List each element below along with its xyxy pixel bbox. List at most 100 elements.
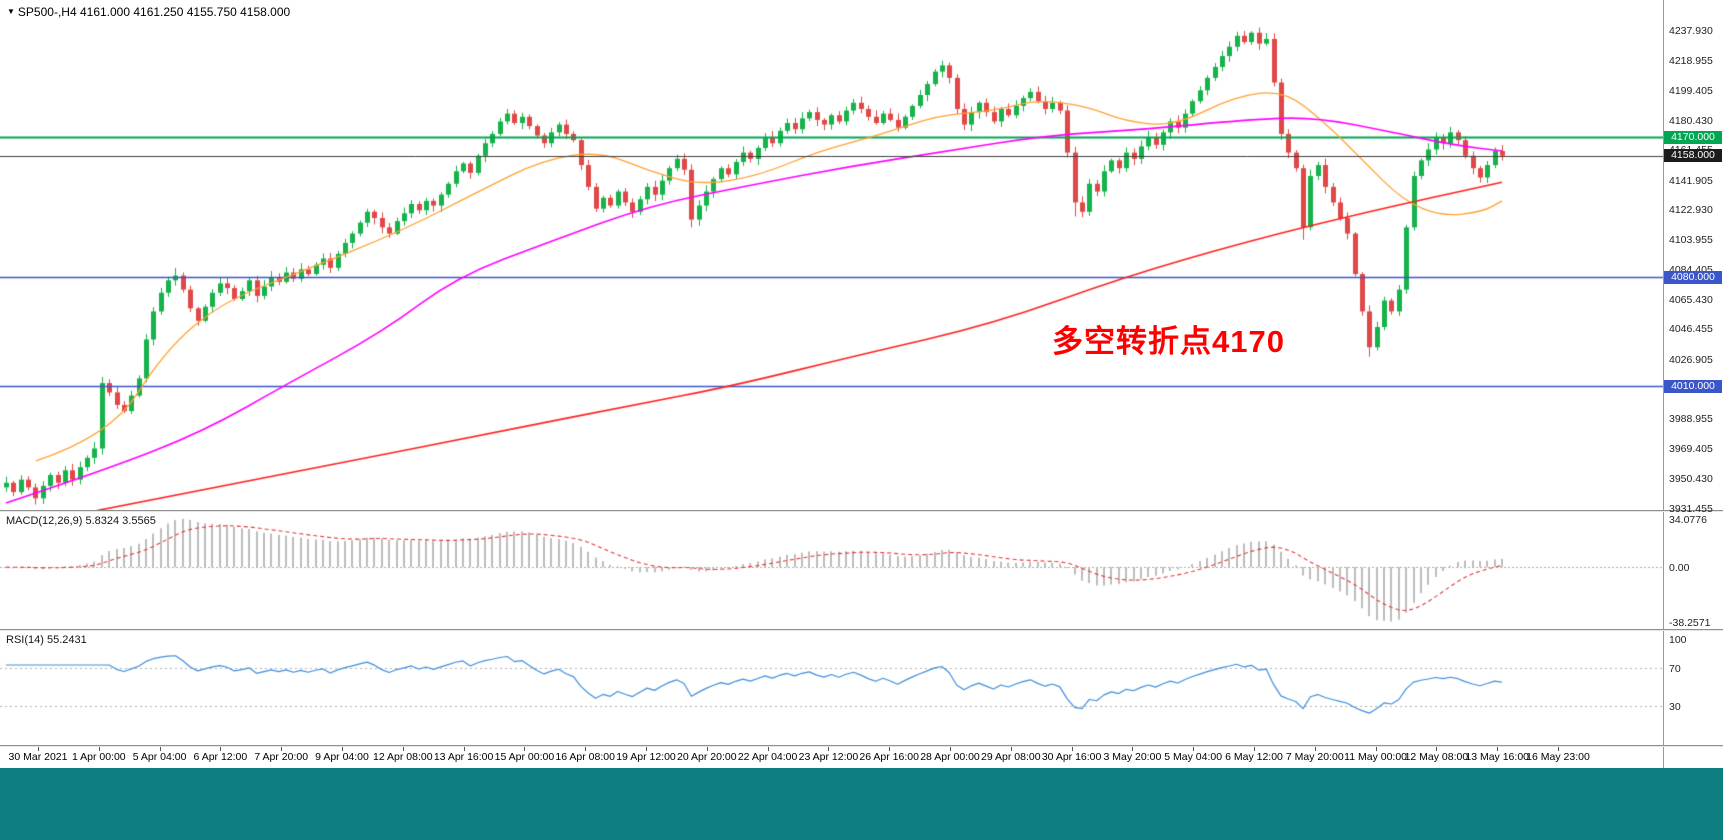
time-tick-mark — [828, 747, 830, 751]
time-axis-label: 23 Apr 12:00 — [798, 751, 859, 763]
time-tick-mark — [1254, 747, 1255, 751]
time-tick-mark — [1132, 747, 1134, 751]
time-tick-mark — [1558, 747, 1559, 751]
time-axis-label: 16 May 23:00 — [1526, 751, 1590, 763]
macd-axis-label: -38.2571 — [1669, 617, 1711, 629]
time-axis-label: 15 Apr 00:00 — [494, 751, 555, 763]
time-axis-label: 7 May 20:00 — [1285, 751, 1344, 763]
time-tick-mark — [524, 747, 526, 751]
price-axis-label: 4026.905 — [1669, 353, 1713, 366]
price-axis-label: 3988.955 — [1669, 412, 1713, 425]
level-price-tag: 4170.000 — [1664, 130, 1722, 144]
time-tick-mark — [1375, 747, 1377, 751]
macd-axis-label: 0.00 — [1669, 562, 1690, 575]
time-tick-mark — [706, 747, 708, 751]
time-axis-label: 5 May 04:00 — [1164, 751, 1223, 763]
macd-indicator-label: MACD(12,26,9) 5.8324 3.5565 — [6, 515, 156, 527]
main-chart-canvas[interactable] — [0, 0, 1663, 510]
main-chart-panel: ▼ SP500-,H4 4161.000 4161.250 4155.750 41… — [0, 0, 1663, 510]
time-axis-label: 11 May 00:00 — [1344, 751, 1408, 763]
time-tick-mark — [1314, 747, 1316, 751]
price-axis-label: 3931.455 — [1669, 502, 1713, 515]
price-axis-label: 4046.455 — [1669, 323, 1713, 336]
macd-canvas[interactable] — [0, 512, 1663, 629]
time-axis-label: 6 Apr 12:00 — [193, 751, 248, 763]
price-axis-label: 4218.955 — [1669, 54, 1713, 67]
price-axis[interactable]: 4237.9304218.9554199.4054180.4304161.455… — [1663, 0, 1723, 768]
time-axis-label: 26 Apr 16:00 — [859, 751, 919, 763]
macd-panel: MACD(12,26,9) 5.8324 3.5565 — [0, 512, 1663, 629]
time-tick-mark — [220, 747, 222, 751]
axis-separator-line — [1663, 0, 1664, 768]
rsi-axis-label: 100 — [1669, 634, 1687, 646]
level-price-tag: 4080.000 — [1664, 270, 1722, 284]
time-axis-label: 1 Apr 00:00 — [71, 751, 126, 763]
time-axis-label: 5 Apr 04:00 — [132, 751, 187, 763]
time-tick-mark — [1071, 747, 1073, 751]
time-tick-mark — [950, 747, 951, 751]
time-axis-label: 20 Apr 20:00 — [677, 751, 737, 763]
panel-splitter[interactable] — [0, 745, 1723, 747]
time-tick-mark — [402, 747, 404, 751]
price-axis-label: 4065.430 — [1669, 293, 1713, 306]
time-axis-label: 30 Mar 2021 — [8, 751, 68, 763]
time-tick-mark — [342, 747, 343, 751]
price-axis-label: 4237.930 — [1669, 25, 1713, 38]
rsi-panel: RSI(14) 55.2431 — [0, 631, 1663, 745]
symbol-dropdown-icon: ▼ — [7, 7, 15, 16]
time-axis-label: 13 Apr 16:00 — [433, 751, 494, 763]
time-tick-mark — [585, 747, 587, 751]
macd-axis-label: 34.0776 — [1669, 514, 1707, 526]
rsi-axis-label: 30 — [1669, 700, 1681, 713]
time-axis-label: 12 May 08:00 — [1404, 751, 1469, 763]
rsi-canvas[interactable] — [0, 631, 1663, 745]
ohlc-readout: 4161.000 4161.250 4155.750 4158.000 — [79, 5, 291, 19]
time-tick-mark — [463, 747, 465, 751]
price-axis-label: 4122.930 — [1669, 204, 1713, 217]
time-axis-label: 22 Apr 04:00 — [737, 751, 798, 763]
price-axis-label: 4141.905 — [1669, 174, 1713, 187]
time-tick-mark — [1010, 747, 1012, 751]
time-axis-label: 9 Apr 04:00 — [315, 751, 369, 763]
rsi-indicator-label: RSI(14) 55.2431 — [6, 634, 87, 646]
time-tick-mark — [646, 747, 647, 751]
time-axis-label: 7 Apr 20:00 — [254, 751, 309, 763]
time-tick-mark — [1436, 747, 1438, 751]
time-axis[interactable]: 30 Mar 2021 1 Apr 00:00 5 Apr 04:00 6 Apr 1… — [0, 747, 1663, 768]
time-axis-label: 13 May 16:00 — [1465, 751, 1530, 763]
time-axis-label: 19 Apr 12:00 — [616, 751, 676, 763]
time-axis-label: 6 May 12:00 — [1225, 751, 1283, 763]
time-tick-mark — [889, 747, 891, 751]
time-tick-mark — [767, 747, 769, 751]
rsi-axis-label: 70 — [1669, 662, 1681, 675]
time-axis-label: 29 Apr 08:00 — [981, 751, 1041, 763]
macd-name: MACD(12,26,9) — [6, 515, 83, 527]
time-axis-label: 16 Apr 08:00 — [555, 751, 615, 763]
time-axis-label: 12 Apr 08:00 — [373, 751, 433, 763]
time-tick-mark — [38, 747, 39, 751]
time-tick-mark — [98, 747, 100, 751]
price-axis-label: 4103.955 — [1669, 233, 1713, 246]
price-axis-label: 4180.430 — [1669, 114, 1713, 127]
time-axis-label: 3 May 20:00 — [1103, 751, 1162, 763]
time-tick-mark — [281, 747, 283, 751]
panel-splitter[interactable] — [0, 629, 1723, 631]
price-axis-label: 3950.430 — [1669, 472, 1713, 485]
rsi-values: 55.2431 — [46, 634, 87, 646]
symbol-period-label: SP500-,H4 — [17, 5, 77, 19]
chart-annotation-text: 多空转折点4170 — [1052, 324, 1285, 359]
current-price-tag: 4158.000 — [1664, 149, 1722, 163]
time-tick-mark — [159, 747, 161, 751]
rsi-name: RSI(14) — [6, 634, 44, 646]
macd-values: 5.8324 3.5565 — [85, 515, 156, 527]
price-axis-label: 3969.405 — [1669, 443, 1713, 456]
price-axis-label: 4199.405 — [1669, 85, 1713, 98]
time-axis-label: 28 Apr 00:00 — [920, 751, 980, 763]
level-price-tag: 4010.000 — [1664, 379, 1722, 393]
time-tick-mark — [1193, 747, 1195, 751]
chart-title: ▼ SP500-,H4 4161.000 4161.250 4155.750 41… — [7, 5, 290, 19]
panel-splitter[interactable] — [0, 510, 1723, 512]
time-axis-label: 30 Apr 16:00 — [1041, 751, 1102, 763]
footer-bar — [0, 768, 1723, 840]
